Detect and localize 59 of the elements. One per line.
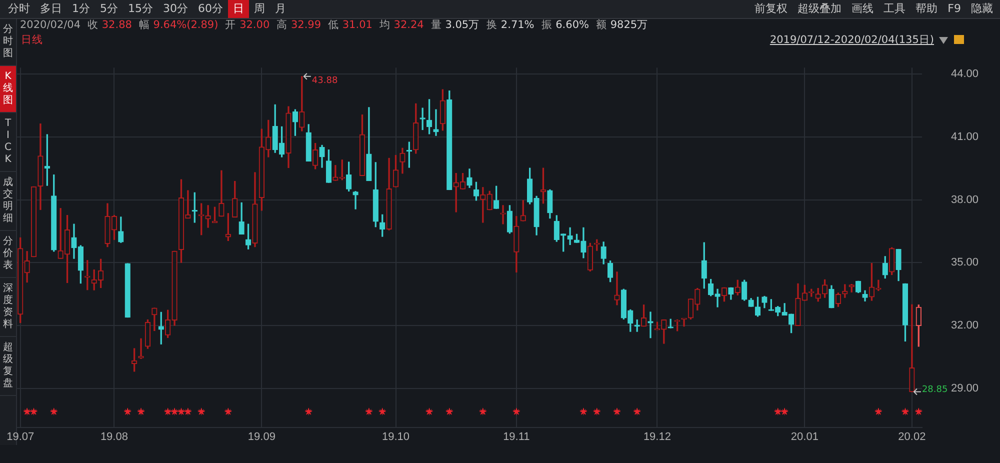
text: 15分 [127, 1, 154, 17]
y-tick-label: 44.00 [951, 68, 979, 80]
x-tick-label: 19.11 [503, 431, 530, 444]
y-tick-label: 35.00 [951, 256, 979, 269]
annotation: 43.88 [312, 76, 338, 86]
text: 超级叠加 [796, 1, 843, 17]
text: 月 [274, 1, 287, 17]
text: 隐藏 [970, 1, 994, 17]
y-tick-label: 32.00 [951, 320, 979, 332]
y-tick-label: 29.00 [951, 382, 979, 395]
text: 均 32.24 [379, 19, 424, 31]
text: 深度资料 [0, 278, 16, 337]
text: 额 9825万 [596, 19, 648, 31]
text: 日 [228, 0, 249, 18]
candlestick [500, 205, 506, 224]
text: 幅 9.64%(2.89) [138, 19, 218, 31]
text: 60分 [197, 1, 224, 17]
x-tick-label: 19.09 [248, 431, 276, 444]
text: 量 3.05万 [430, 19, 480, 31]
text: 工具 [882, 1, 907, 17]
text: 低 31.01 [328, 19, 372, 31]
annotation: 28.85 [922, 385, 948, 396]
text: 收 32.88 [88, 19, 132, 31]
text: 高 32.99 [276, 19, 322, 31]
text: 日线 [21, 34, 43, 47]
x-tick-label: 19.07 [6, 431, 34, 444]
text: 帮助 [914, 1, 939, 17]
text: F9 [946, 1, 962, 17]
text: 画线 [850, 1, 875, 17]
text: 2019/07/12-2020/02/04(135日) [770, 34, 934, 47]
text: 超级复盘 [0, 337, 16, 396]
x-tick-label: 19.08 [100, 431, 128, 444]
candlestick [614, 272, 620, 306]
text: 分时图 [0, 19, 16, 66]
candlestick [433, 109, 439, 136]
x-tick-label: 20.01 [790, 431, 818, 444]
text: 前复权 [754, 1, 789, 17]
text: 分时 [7, 1, 31, 17]
text: 30分 [162, 1, 189, 17]
text: 2020/02/04 [20, 19, 81, 32]
x-tick-label: 19.12 [643, 431, 671, 444]
x-tick-label: 20.02 [898, 431, 926, 444]
candlestick [420, 108, 426, 130]
text: 成交明细 [0, 172, 16, 231]
text: K线图 [0, 66, 16, 113]
y-tick-label: 41.00 [951, 130, 979, 143]
candlestick [352, 191, 358, 210]
text: 分价表 [0, 231, 16, 278]
text: 1分 [71, 1, 91, 17]
text: TICK [0, 113, 16, 172]
text: 多日 [39, 1, 63, 17]
text: 5分 [99, 1, 119, 17]
text: 开 32.00 [225, 19, 270, 31]
text: 周 [253, 1, 266, 17]
text: 振 6.60% [541, 19, 589, 31]
candlestick [567, 227, 573, 245]
y-tick-label: 38.00 [951, 194, 979, 206]
text: 换 2.71% [486, 19, 534, 31]
x-tick-label: 19.10 [382, 431, 410, 444]
